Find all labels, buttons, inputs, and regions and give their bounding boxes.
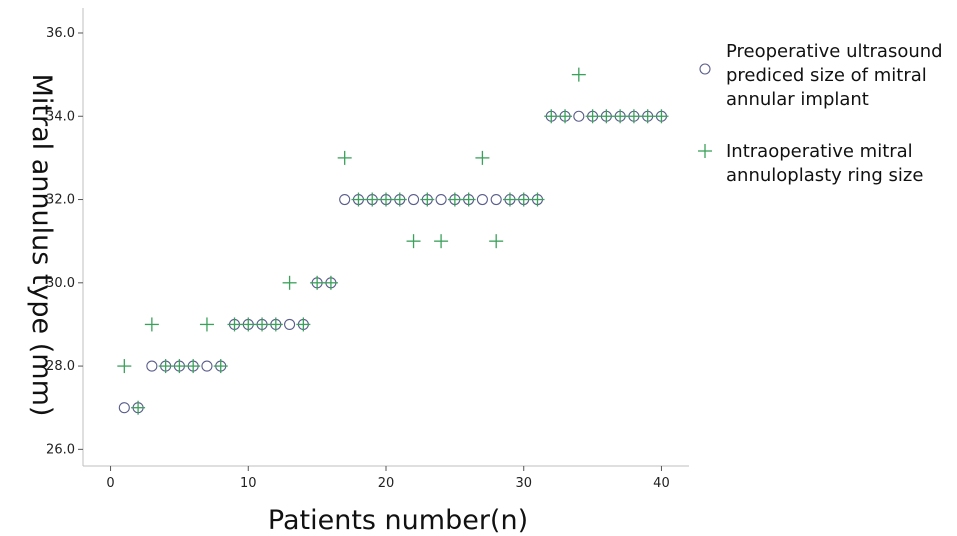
series-2-point bbox=[268, 317, 283, 332]
series-2-point bbox=[475, 150, 490, 165]
series-2-point bbox=[227, 317, 242, 332]
legend-entry-2: Intraoperative mitral annuloplasty ring s… bbox=[698, 141, 923, 186]
series-1-point bbox=[201, 360, 213, 372]
x-tick-label: 10 bbox=[240, 476, 257, 491]
series-2-point bbox=[296, 317, 311, 332]
series-2-point bbox=[186, 359, 201, 374]
series-2-point bbox=[365, 192, 380, 207]
series-2-point bbox=[131, 400, 146, 415]
series-2-point bbox=[172, 359, 187, 374]
x-axis-title: Patients number(n) bbox=[268, 505, 528, 536]
series-2-point bbox=[558, 109, 573, 124]
series-1-point bbox=[118, 402, 130, 414]
series-2-point bbox=[461, 192, 476, 207]
series-2-point bbox=[158, 359, 173, 374]
series-2-point bbox=[282, 275, 297, 290]
series-2-point bbox=[544, 109, 559, 124]
series-2-point bbox=[489, 234, 504, 249]
series-2-point bbox=[337, 150, 352, 165]
x-tick-label: 30 bbox=[515, 476, 532, 491]
data-marks bbox=[117, 67, 669, 415]
series-2-point bbox=[213, 359, 228, 374]
series-2-point bbox=[613, 109, 628, 124]
series-2-point bbox=[640, 109, 655, 124]
series-2-point bbox=[447, 192, 462, 207]
series-2-point bbox=[585, 109, 600, 124]
legend: Preoperative ultrasound prediced size of … bbox=[698, 41, 943, 186]
legend-label-line: Preoperative ultrasound bbox=[726, 41, 943, 62]
y-tick-label: 26.0 bbox=[46, 442, 75, 457]
series-2-point bbox=[255, 317, 270, 332]
series-2-point bbox=[530, 192, 545, 207]
series-1-point bbox=[407, 193, 420, 206]
series-2-point bbox=[117, 359, 132, 374]
legend-entry-1: Preoperative ultrasound prediced size of … bbox=[699, 41, 943, 110]
x-tick-label: 0 bbox=[106, 476, 114, 491]
x-ticks: 0 10 20 30 40 bbox=[106, 466, 670, 491]
y-tick-label: 30.0 bbox=[46, 276, 75, 291]
series-2-point bbox=[406, 234, 421, 249]
series-2-point bbox=[241, 317, 256, 332]
series-1-point bbox=[435, 193, 447, 206]
x-tick-label: 40 bbox=[653, 476, 670, 491]
series-2-point bbox=[144, 317, 159, 332]
legend-plus-icon bbox=[698, 144, 712, 158]
y-tick-label: 36.0 bbox=[46, 26, 75, 41]
y-ticks: 26.0 28.0 30.0 32.0 34.0 36.0 bbox=[46, 26, 83, 457]
x-tick-label: 20 bbox=[378, 476, 395, 491]
legend-label-line: annular implant bbox=[726, 89, 869, 110]
series-2-point bbox=[502, 192, 517, 207]
legend-label-line: Intraoperative mitral bbox=[726, 141, 913, 162]
y-axis-title: Mitral annulus type (mm) bbox=[26, 74, 57, 417]
series-2-point bbox=[379, 192, 393, 207]
series-2-point bbox=[516, 192, 531, 207]
series-2-point bbox=[434, 234, 449, 249]
y-tick-label: 28.0 bbox=[46, 359, 75, 374]
series-2-point bbox=[323, 275, 338, 290]
series-2-point bbox=[392, 192, 407, 207]
series-2-point bbox=[626, 109, 641, 124]
series-2-point bbox=[420, 192, 435, 207]
y-tick-label: 32.0 bbox=[46, 193, 75, 208]
legend-label-line: prediced size of mitral bbox=[726, 65, 927, 86]
y-tick-label: 34.0 bbox=[46, 109, 75, 124]
series-2-point bbox=[351, 192, 366, 207]
series-1-point bbox=[339, 193, 351, 206]
series-1-point bbox=[146, 360, 158, 372]
series-1-point bbox=[490, 193, 502, 206]
legend-circle-icon bbox=[699, 63, 711, 75]
legend-label-line: annuloplasty ring size bbox=[726, 165, 923, 186]
series-1-point bbox=[284, 318, 296, 330]
series-1-point bbox=[476, 193, 488, 206]
plot-area: 26.0 28.0 30.0 32.0 34.0 36.0 0 10 20 30 40 bbox=[46, 8, 689, 491]
series-2-point bbox=[599, 109, 614, 124]
series-2-point bbox=[571, 67, 586, 82]
series-1-point bbox=[573, 110, 585, 122]
series-2-point bbox=[654, 109, 669, 124]
series-2-point bbox=[199, 317, 214, 332]
series-2-point bbox=[310, 275, 325, 290]
